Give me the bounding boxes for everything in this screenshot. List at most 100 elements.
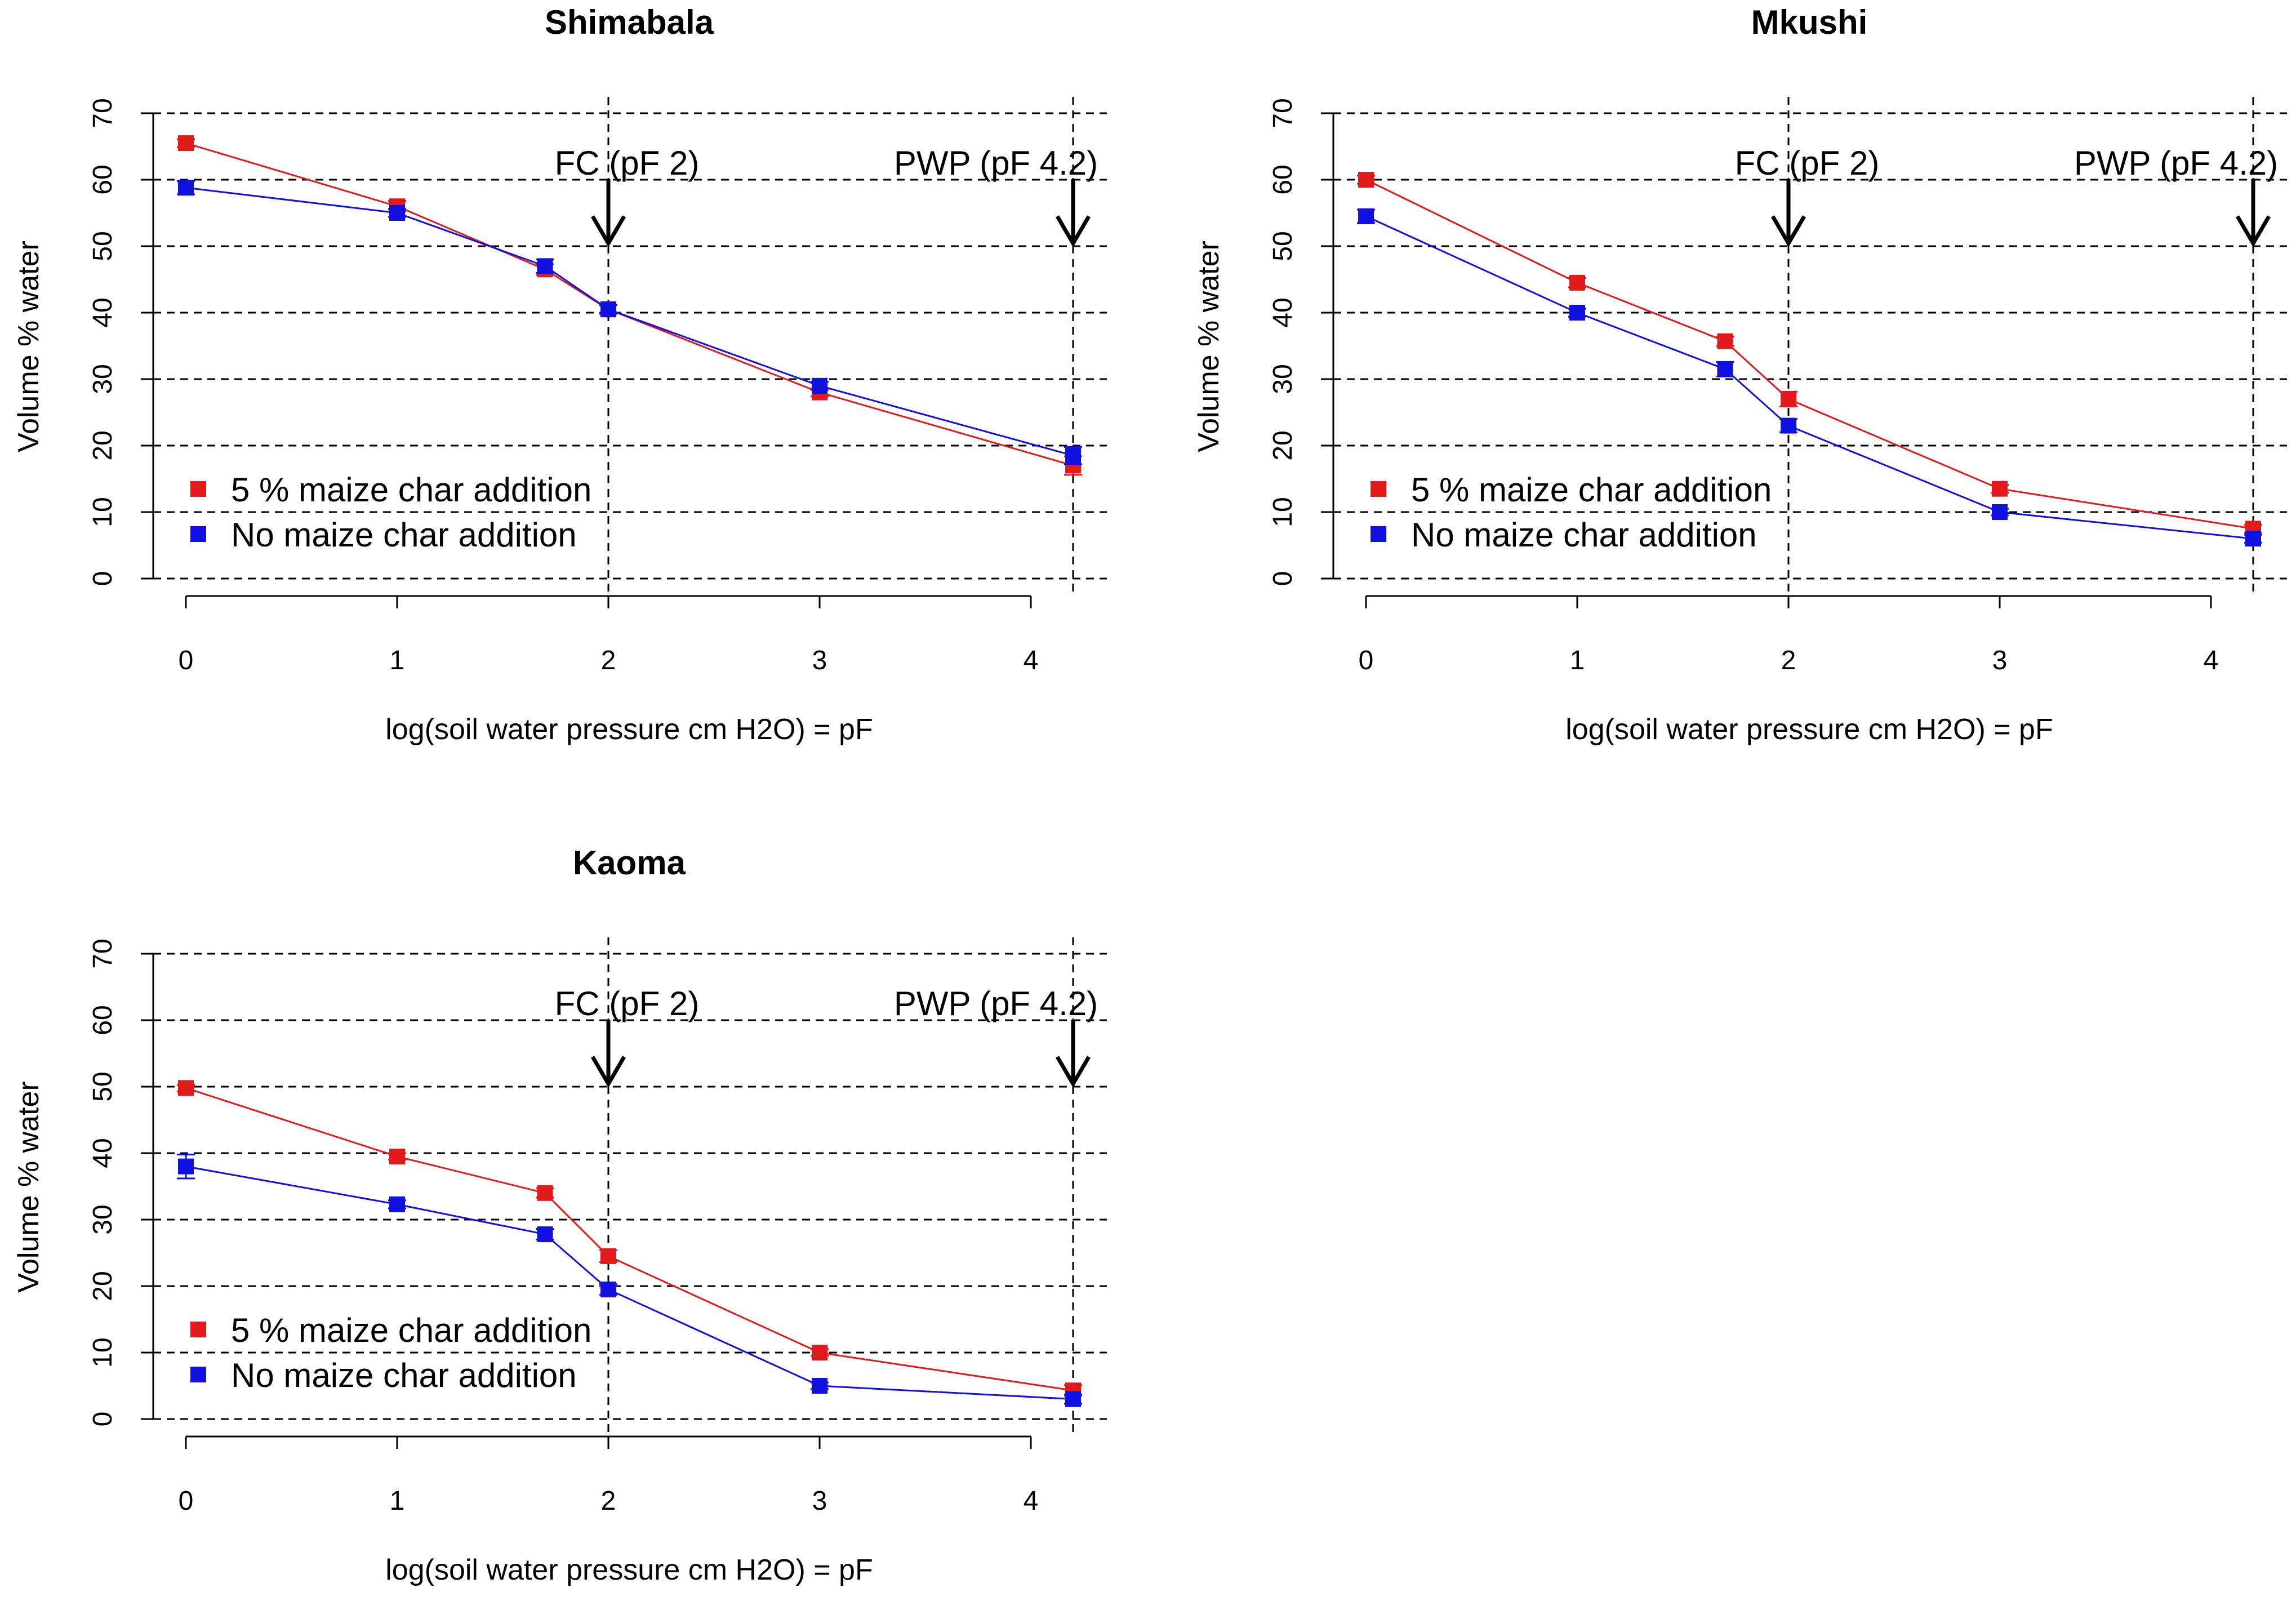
series-line bbox=[185, 1087, 1074, 1391]
data-point bbox=[178, 135, 194, 152]
legend-swatch bbox=[1371, 526, 1386, 542]
x-tick-label: 3 bbox=[1992, 646, 2008, 675]
legend: 5 % maize char addition No maize char add… bbox=[1371, 471, 1772, 554]
x-tick-label: 2 bbox=[601, 646, 616, 675]
fc-annotation: FC (pF 2) bbox=[1735, 144, 1880, 182]
y-tick-label: 50 bbox=[88, 231, 118, 261]
fc-arrow-icon bbox=[590, 179, 626, 247]
y-tick-label: 60 bbox=[88, 1005, 118, 1035]
data-point bbox=[178, 180, 194, 196]
y-axis-label: Volume % water bbox=[1193, 241, 1225, 452]
data-point bbox=[812, 1378, 827, 1394]
data-point bbox=[1358, 208, 1374, 224]
data-point bbox=[600, 1281, 616, 1297]
y-tick-label: 40 bbox=[88, 1138, 118, 1168]
pwp-annotation: PWP (pF 4.2) bbox=[894, 144, 1098, 182]
x-tick-label: 2 bbox=[601, 1486, 616, 1516]
data-point bbox=[389, 1148, 405, 1164]
legend-label: 5 % maize char addition bbox=[231, 1311, 591, 1349]
series-line bbox=[185, 142, 1074, 466]
series-no-char-addition bbox=[1357, 208, 2262, 547]
x-axis-label: log(soil water pressure cm H2O) = pF bbox=[385, 1554, 873, 1586]
legend-label: 5 % maize char addition bbox=[1411, 471, 1772, 509]
legend-swatch bbox=[190, 1367, 206, 1382]
series-line bbox=[185, 1166, 1074, 1400]
y-tick-label: 30 bbox=[88, 364, 118, 394]
x-tick-label: 4 bbox=[2204, 646, 2219, 675]
pwp-arrow-icon bbox=[2235, 179, 2271, 247]
pwp-arrow-icon bbox=[1055, 1020, 1091, 1088]
legend-label: No maize char addition bbox=[1411, 516, 1757, 554]
data-point bbox=[1717, 361, 1733, 377]
y-tick-label: 10 bbox=[88, 1337, 118, 1367]
data-point bbox=[389, 1196, 405, 1212]
y-tick-label: 50 bbox=[1268, 231, 1298, 261]
y-tick-label: 60 bbox=[88, 164, 118, 194]
data-point bbox=[537, 258, 553, 274]
data-point bbox=[600, 1248, 616, 1264]
legend-swatch bbox=[190, 1322, 206, 1337]
data-point bbox=[1569, 305, 1585, 321]
data-point bbox=[1717, 333, 1733, 349]
y-tick-label: 50 bbox=[88, 1071, 118, 1101]
data-point bbox=[1781, 391, 1796, 407]
fc-arrow-icon bbox=[590, 1020, 626, 1088]
legend-label: No maize char addition bbox=[231, 1357, 577, 1394]
legend-swatch bbox=[190, 526, 206, 542]
x-tick-label: 0 bbox=[179, 1486, 194, 1516]
x-tick-label: 2 bbox=[1781, 646, 1796, 675]
data-point bbox=[1358, 172, 1374, 188]
data-point bbox=[1781, 417, 1796, 434]
x-tick-label: 1 bbox=[390, 646, 405, 675]
fc-annotation: FC (pF 2) bbox=[555, 985, 700, 1022]
data-point bbox=[537, 1226, 553, 1242]
y-tick-label: 40 bbox=[1268, 297, 1298, 327]
chart-panel-2: Mkushi 0 10 20 30 40 50 60 70 0 1 2 3 4 log(soil water… bbox=[1193, 3, 2287, 746]
x-tick-label: 4 bbox=[1024, 1486, 1039, 1516]
y-tick-label: 40 bbox=[88, 297, 118, 327]
y-tick-label: 70 bbox=[88, 98, 118, 128]
y-axis-label: Volume % water bbox=[12, 1081, 45, 1293]
y-tick-label: 0 bbox=[1268, 571, 1298, 586]
y-tick-label: 10 bbox=[1268, 497, 1298, 527]
legend-label: 5 % maize char addition bbox=[231, 471, 591, 509]
data-point bbox=[812, 377, 827, 394]
series-no-char-addition bbox=[177, 180, 1082, 465]
data-point bbox=[537, 1185, 553, 1201]
y-axis-label: Volume % water bbox=[12, 241, 45, 452]
data-point bbox=[178, 1080, 194, 1096]
series-line bbox=[1365, 215, 2254, 540]
x-axis-label: log(soil water pressure cm H2O) = pF bbox=[1565, 713, 2053, 746]
data-point bbox=[1992, 504, 2008, 520]
data-point bbox=[2245, 531, 2261, 547]
pwp-arrow-icon bbox=[1055, 179, 1091, 247]
chart-title: Shimabala bbox=[545, 3, 714, 41]
series-line bbox=[1365, 179, 2254, 530]
x-tick-label: 3 bbox=[812, 646, 827, 675]
x-tick-label: 3 bbox=[812, 1486, 827, 1516]
data-point bbox=[178, 1158, 194, 1175]
data-point bbox=[600, 301, 616, 318]
chart-panel-3: Kaoma 0 10 20 30 40 50 60 70 0 1 2 3 4 log(soil water … bbox=[12, 844, 1107, 1586]
x-tick-label: 1 bbox=[1570, 646, 1585, 675]
chart-title: Mkushi bbox=[1751, 3, 1868, 41]
chart-title: Kaoma bbox=[573, 844, 686, 882]
y-tick-label: 0 bbox=[88, 1412, 118, 1427]
legend-swatch bbox=[1371, 481, 1386, 497]
x-tick-label: 0 bbox=[1359, 646, 1374, 675]
y-tick-label: 0 bbox=[88, 571, 118, 586]
data-point bbox=[1065, 447, 1081, 464]
y-tick-label: 20 bbox=[88, 1271, 118, 1301]
y-tick-label: 30 bbox=[1268, 364, 1298, 394]
fc-arrow-icon bbox=[1770, 179, 1806, 247]
data-point bbox=[1992, 481, 2008, 497]
series-no-char-addition bbox=[177, 1153, 1082, 1407]
x-axis-label: log(soil water pressure cm H2O) = pF bbox=[385, 713, 873, 746]
series-line bbox=[185, 186, 1074, 457]
y-tick-label: 70 bbox=[88, 939, 118, 968]
y-tick-label: 30 bbox=[88, 1204, 118, 1234]
chart-panel-1: Shimabala 0 10 20 30 40 50 60 70 0 1 2 3 4 log(soil wa… bbox=[12, 3, 1107, 746]
data-point bbox=[1065, 1391, 1081, 1407]
y-tick-label: 20 bbox=[1268, 430, 1298, 460]
